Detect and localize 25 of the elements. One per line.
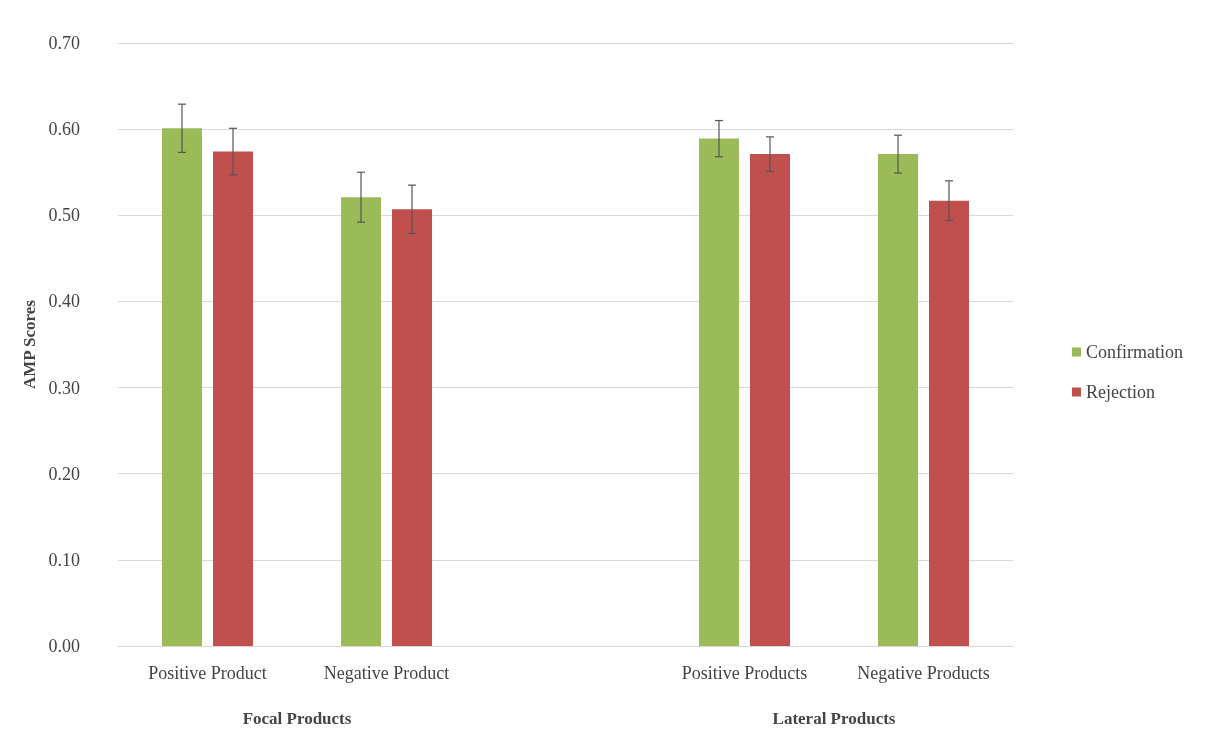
bar (699, 138, 739, 646)
text: Lateral Products (772, 708, 896, 728)
y-tick-label: 0.50 (48, 205, 80, 226)
bar (878, 154, 918, 646)
y-tick-label: 0.70 (48, 33, 80, 53)
y-tick-label: 0.40 (48, 291, 80, 312)
x-tick-label: Negative Product (323, 663, 450, 683)
bar (162, 128, 202, 646)
bar (929, 200, 969, 646)
y-tick-label: 0.00 (48, 636, 80, 656)
bar (750, 154, 790, 646)
legend-label: Confirmation (1086, 342, 1184, 362)
bar (341, 197, 381, 646)
y-axis-title: AMP Scores (19, 299, 39, 389)
bar (213, 151, 253, 646)
x-tick-label: Positive Product (148, 663, 267, 683)
y-tick-label: 0.60 (48, 119, 80, 140)
y-tick-label: 0.20 (48, 463, 80, 484)
x-tick-label: Positive Products (681, 663, 808, 683)
y-tick-label: 0.30 (48, 377, 80, 398)
bar (392, 209, 432, 646)
legend-label: Rejection (1086, 382, 1155, 402)
y-tick-label: 0.10 (48, 549, 80, 570)
x-tick-label: Negative Products (857, 663, 990, 683)
text: Focal Products (242, 708, 352, 728)
